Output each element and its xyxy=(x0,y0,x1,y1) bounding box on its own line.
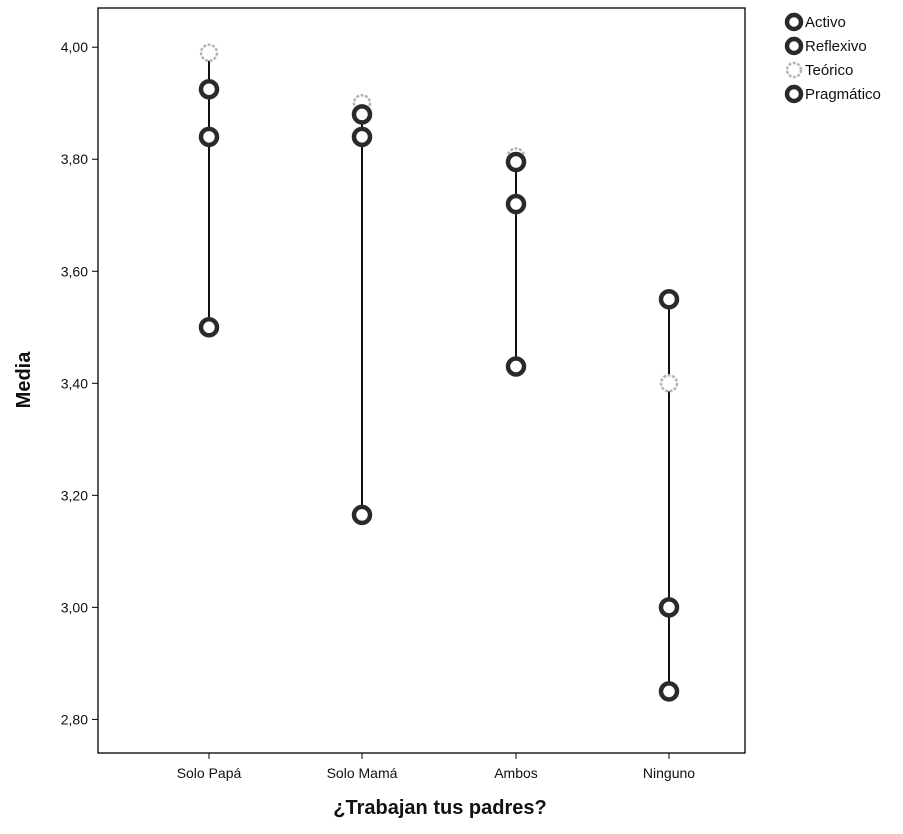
legend-marker-pragmatico xyxy=(784,84,804,104)
y-tick-label: 4,00 xyxy=(61,39,88,55)
point-pragmatico xyxy=(351,104,373,125)
x-tick-label: Solo Papá xyxy=(177,765,242,781)
point-activo xyxy=(505,356,527,377)
x-axis: Solo Papá Solo Mamá Ambos Ninguno xyxy=(177,753,695,781)
y-tick-label: 3,80 xyxy=(61,151,88,167)
y-tick-label: 3,20 xyxy=(61,487,88,503)
legend: Activo Reflexivo Teórico Pragmático xyxy=(784,12,881,104)
legend-label-teorico: Teórico xyxy=(805,62,853,79)
point-teorico xyxy=(659,374,679,393)
point-activo xyxy=(198,317,220,338)
point-reflexivo xyxy=(658,597,680,618)
plot-area xyxy=(97,7,746,754)
data-points xyxy=(198,43,680,702)
point-teorico xyxy=(199,43,219,63)
y-axis: 2,80 3,00 3,20 3,40 3,60 3,80 4,00 xyxy=(61,39,98,727)
point-pragmatico xyxy=(505,151,527,173)
legend-label-reflexivo: Reflexivo xyxy=(805,38,867,55)
point-reflexivo xyxy=(351,126,373,148)
point-pragmatico xyxy=(198,78,220,100)
y-tick-label: 3,40 xyxy=(61,375,88,391)
point-activo xyxy=(658,289,680,310)
y-tick-label: 3,60 xyxy=(61,263,88,279)
legend-label-pragmatico: Pragmático xyxy=(805,86,881,103)
x-tick-label: Ninguno xyxy=(643,765,695,781)
y-axis-title: Media xyxy=(13,351,35,409)
point-pragmatico xyxy=(658,681,680,702)
y-tick-label: 3,00 xyxy=(61,599,88,615)
legend-label-activo: Activo xyxy=(805,14,846,31)
point-activo xyxy=(351,504,373,526)
y-tick-label: 2,80 xyxy=(61,711,88,727)
legend-marker-activo xyxy=(784,12,804,32)
legend-marker-teorico xyxy=(785,61,803,79)
point-reflexivo xyxy=(505,193,527,215)
legend-marker-reflexivo xyxy=(784,36,804,56)
x-tick-label: Ambos xyxy=(494,765,538,781)
x-axis-title: ¿Trabajan tus padres? xyxy=(333,797,546,819)
point-reflexivo xyxy=(198,126,220,148)
x-tick-label: Solo Mamá xyxy=(327,765,398,781)
